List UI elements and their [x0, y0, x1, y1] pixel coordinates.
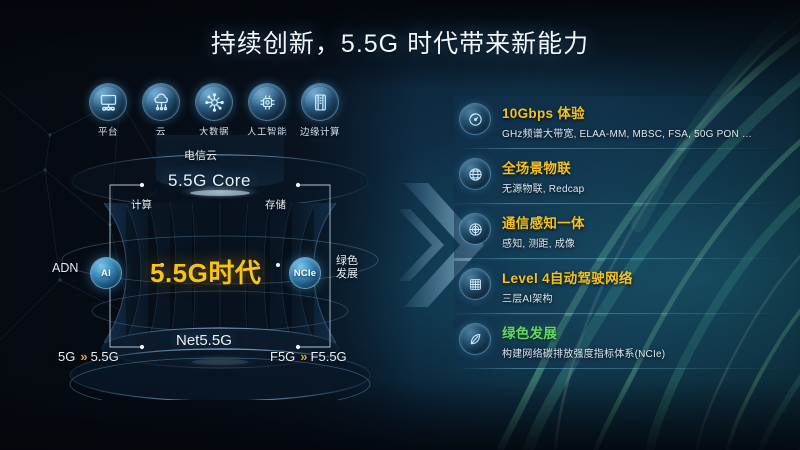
- evolution-left: 5G » 5.5G: [58, 349, 119, 364]
- feature-title: Level 4自动驾驶网络: [502, 271, 633, 286]
- feature-subtitle: 感知, 测距, 成像: [502, 239, 576, 250]
- feature-subtitle: 构建网络碳排放强度指标体系(NCIe): [502, 349, 666, 360]
- feature-subtitle: 三层AI架构: [502, 294, 553, 305]
- tech-icon-label: 边缘计算: [299, 127, 340, 138]
- label-telecom-cloud: 电信云: [184, 150, 217, 162]
- chip-ncie[interactable]: NCIe: [290, 258, 320, 288]
- feature-title: 绿色发展: [502, 326, 558, 341]
- feature-list: 10Gbps 体验 GHz频谱大带宽, ELAA-MM, MBSC, FSA, …: [454, 96, 796, 371]
- tech-icon-ai[interactable]: 人工智能: [245, 84, 289, 138]
- evolution-right: F5G » F5.5G: [270, 349, 347, 364]
- evolution-right-to: F5.5G: [310, 349, 347, 364]
- tech-icon-label: 人工智能: [246, 127, 287, 138]
- leaf-icon: [460, 324, 490, 354]
- feature-item-iot[interactable]: 全场景物联 无源物联, Redcap: [454, 151, 796, 206]
- row-background: [454, 96, 796, 148]
- evolution-left-from: 5G: [58, 349, 76, 364]
- cloud-icon: [143, 84, 179, 120]
- big-data-icon: [196, 84, 232, 120]
- tech-icon-cloud[interactable]: 云: [139, 84, 183, 138]
- label-storage: 存储: [265, 199, 286, 211]
- row-background: [454, 151, 796, 203]
- feature-item-10gbps[interactable]: 10Gbps 体验 GHz频谱大带宽, ELAA-MM, MBSC, FSA, …: [454, 96, 796, 151]
- tech-icon-label: 云: [155, 127, 166, 138]
- evolution-right-from: F5G: [270, 349, 296, 364]
- row-background: [454, 206, 796, 258]
- edge-computing-icon: [302, 84, 338, 120]
- row-background: [454, 261, 796, 313]
- feature-subtitle: GHz频谱大带宽, ELAA-MM, MBSC, FSA, 50G PON …: [502, 129, 753, 140]
- row-divider: [458, 203, 788, 204]
- label-compute: 计算: [131, 199, 152, 211]
- label-55g-era: 5.5G时代: [150, 258, 262, 288]
- tech-icon-edge[interactable]: 边缘计算: [298, 84, 342, 138]
- background-top-fade: [0, 0, 800, 90]
- speedometer-icon: [460, 104, 490, 134]
- sensing-radar-icon: [460, 214, 490, 244]
- row-divider: [458, 258, 788, 259]
- green-line-2: 发展: [336, 268, 358, 280]
- row-divider: [458, 313, 788, 314]
- tech-icon-label: 大数据: [198, 127, 229, 138]
- green-line-1: 绿色: [336, 255, 358, 267]
- row-divider: [458, 368, 788, 369]
- feature-item-sensing[interactable]: 通信感知一体 感知, 测距, 成像: [454, 206, 796, 261]
- autonomous-network-icon: [460, 269, 490, 299]
- label-adn: ADN: [52, 261, 79, 275]
- tech-icon-platform[interactable]: 平台: [86, 84, 130, 138]
- feature-subtitle: 无源物联, Redcap: [502, 184, 585, 195]
- tech-icon-bigdata[interactable]: 大数据: [192, 84, 236, 138]
- label-net55g: Net5.5G: [176, 332, 232, 349]
- label-5g5-core: 5.5G Core: [168, 171, 251, 190]
- row-background: [454, 316, 796, 368]
- row-divider: [458, 148, 788, 149]
- iot-globe-icon: [460, 159, 490, 189]
- chevron-right-icon: »: [300, 349, 307, 364]
- chip-ai[interactable]: AI: [91, 258, 121, 288]
- page-title: 持续创新，5.5G 时代带来新能力: [210, 30, 590, 58]
- feature-item-green[interactable]: 绿色发展 构建网络碳排放强度指标体系(NCIe): [454, 316, 796, 371]
- feature-item-autonomous-network[interactable]: Level 4自动驾驶网络 三层AI架构: [454, 261, 796, 316]
- technology-icon-row: 平台 云 大数据: [86, 84, 342, 138]
- feature-title: 全场景物联: [502, 161, 571, 176]
- evolution-left-to: 5.5G: [90, 349, 119, 364]
- ai-chip-icon: [249, 84, 285, 120]
- feature-title: 通信感知一体: [502, 216, 585, 231]
- feature-title: 10Gbps 体验: [502, 106, 585, 121]
- monitor-platform-icon: [90, 84, 126, 120]
- chevron-right-icon: »: [80, 349, 87, 364]
- tech-icon-label: 平台: [97, 127, 118, 138]
- label-green-development: 绿色 发展: [336, 255, 358, 281]
